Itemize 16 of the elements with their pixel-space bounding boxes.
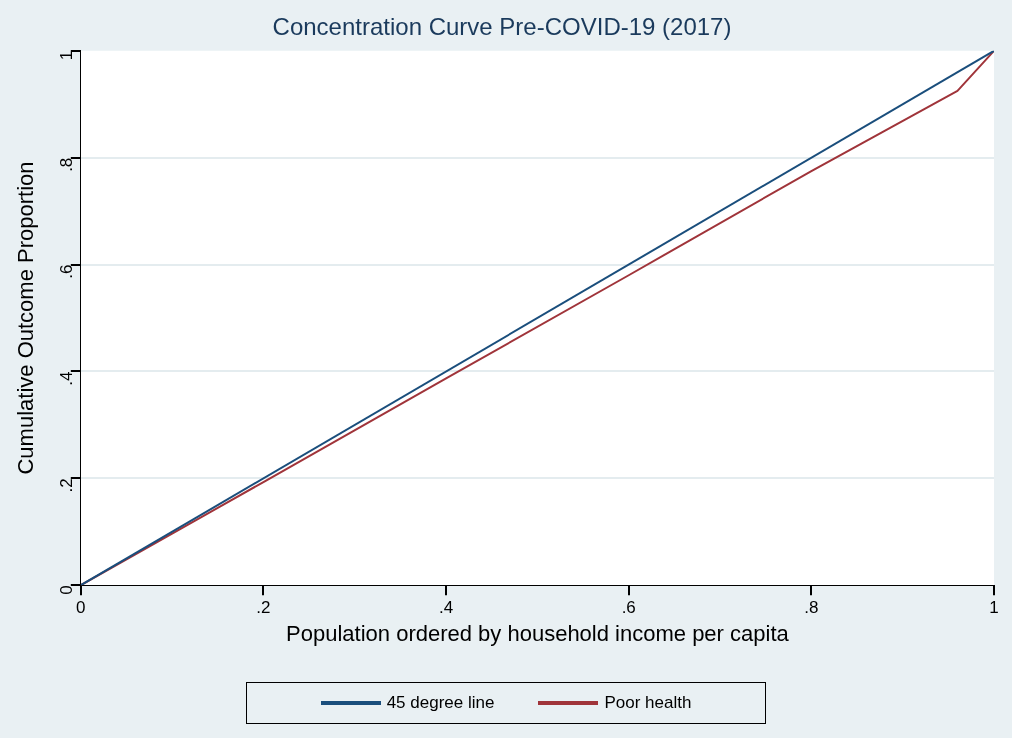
legend-label: Poor health bbox=[604, 693, 692, 713]
x-axis-title: Population ordered by household income per capita bbox=[286, 620, 790, 646]
x-tick-label: .6 bbox=[621, 598, 636, 618]
x-tick-label: 1 bbox=[989, 598, 999, 618]
x-tick-label: .4 bbox=[438, 598, 454, 618]
x-tick-label: .8 bbox=[804, 598, 819, 618]
y-tick-label: 1 bbox=[57, 50, 77, 61]
chart-title: Concentration Curve Pre-COVID-19 (2017) bbox=[272, 13, 732, 41]
x-tick-label: .2 bbox=[256, 598, 271, 618]
y-tick-label: .4 bbox=[57, 371, 77, 386]
y-tick-label: 0 bbox=[57, 585, 77, 595]
y-tick-label: .6 bbox=[57, 264, 77, 279]
legend-label: 45 degree line bbox=[386, 693, 495, 713]
y-axis-title: Cumulative Outcome Proportion bbox=[13, 161, 39, 475]
y-tick-label: .8 bbox=[57, 157, 77, 172]
y-tick-label: .2 bbox=[57, 478, 77, 493]
